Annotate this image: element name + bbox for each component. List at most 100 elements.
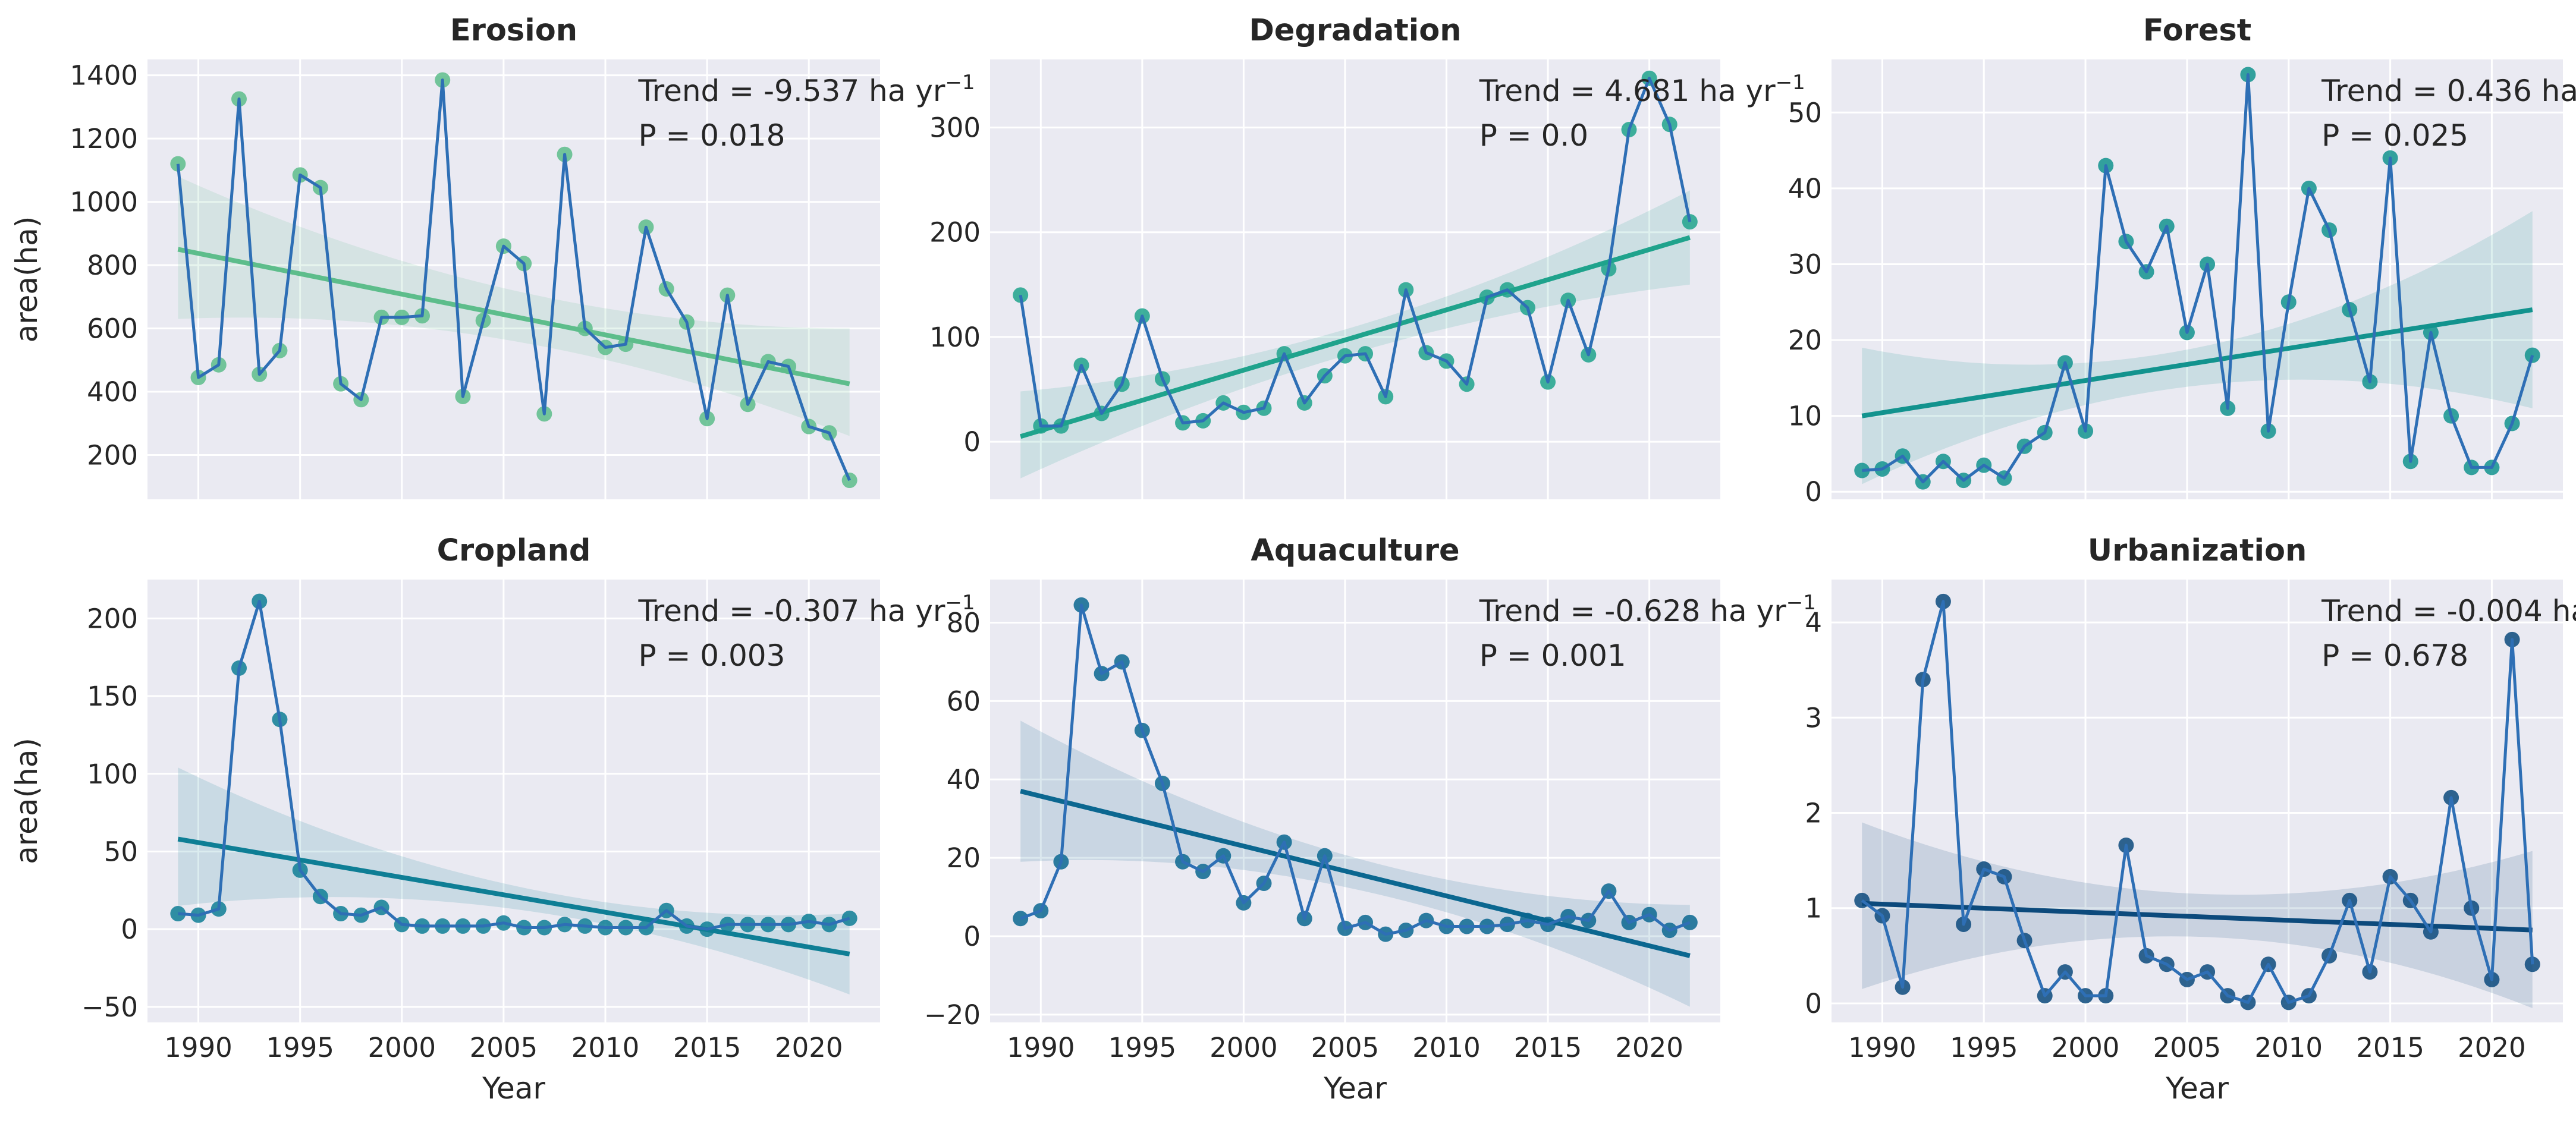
trend-text: Trend = -9.537 ha yr (637, 74, 945, 108)
series-line (1019, 77, 1692, 428)
x-tick-label: 2015 (1514, 1032, 1582, 1063)
panel-title: Aquaculture (1251, 533, 1459, 568)
trend-line (1020, 235, 1691, 439)
x-tick-label: 1995 (1108, 1032, 1177, 1063)
plot-area (147, 59, 880, 499)
y-tick-label: 60 (947, 685, 981, 717)
x-axis-label: Year (1323, 1071, 1387, 1106)
x-tick-label: 1995 (1950, 1032, 2018, 1063)
panel-degradation: 0 100 200 300 Degradation Trend = 4.681 ha yr… (929, 13, 1805, 499)
y-tick-label: 200 (929, 217, 981, 248)
y-tick-label: 100 (87, 758, 138, 790)
panel-urbanization: 0 1 2 3 4 1990 1995 2000 2005 2010 2015 2020 Urbaniz… (1805, 533, 2576, 1106)
y-tick-label: 30 (1788, 248, 1822, 280)
y-tick-label: 1000 (70, 187, 138, 218)
data-point (170, 156, 186, 172)
y-tick-label: 4 (1805, 607, 1822, 638)
x-tick-label: 2015 (673, 1032, 742, 1063)
x-tick-label: 2010 (1412, 1032, 1481, 1063)
panel-erosion: 200 400 600 800 1000 1200 1400 Erosion Trend = -… (10, 13, 975, 499)
panel-aquaculture: −20 0 20 40 60 80 1990 1995 2000 2005 2010 2015 2020… (924, 533, 1816, 1106)
x-tick-label: 2000 (1210, 1032, 1278, 1063)
trend-exponent: −1 (1786, 591, 1816, 615)
plot-area (1832, 59, 2563, 499)
y-tick-label: 200 (87, 439, 138, 471)
y-tick-label: 0 (963, 426, 981, 458)
confidence-band (178, 767, 850, 994)
y-tick-label: 100 (929, 322, 981, 353)
trend-exponent: −1 (945, 591, 975, 615)
p-value: P = 0.0 (1479, 118, 1588, 153)
series-line (1861, 600, 2534, 1004)
x-tick-label: 2020 (775, 1032, 843, 1063)
y-tick-label: 600 (87, 313, 138, 345)
p-value: P = 0.001 (1479, 638, 1626, 673)
y-tick-label: 0 (121, 914, 138, 945)
x-tick-label: 2020 (1615, 1032, 1683, 1063)
p-value: P = 0.018 (638, 118, 785, 153)
series-line (178, 600, 850, 931)
trend-exponent: −1 (1776, 71, 1805, 95)
trend-text: Trend = 0.436 ha yr (2321, 74, 2576, 108)
trend-line (1020, 789, 1691, 958)
panel-title: Erosion (450, 13, 577, 48)
trend-line (177, 836, 850, 956)
data-point (1854, 462, 1870, 479)
trend-exponent: −1 (945, 71, 975, 95)
x-tick-label: 2005 (1311, 1032, 1380, 1063)
x-tick-label: 2015 (2356, 1032, 2424, 1063)
y-tick-label: 800 (87, 250, 138, 281)
series-line (1862, 73, 2534, 484)
x-tick-label: 2005 (2153, 1032, 2222, 1063)
x-axis-label: Year (482, 1071, 545, 1106)
confidence-band (1020, 720, 1690, 1007)
x-tick-label: 1990 (164, 1032, 233, 1063)
y-tick-label: 400 (87, 376, 138, 408)
data-point (1682, 214, 1698, 230)
panel-title: Degradation (1249, 13, 1461, 48)
x-tick-label: 2020 (2458, 1032, 2526, 1063)
trend-text: Trend = -0.004 ha yr (2321, 594, 2576, 628)
y-tick-label: 50 (1788, 97, 1822, 128)
panel-title: Forest (2143, 13, 2251, 48)
trend-annotation: Trend = 4.681 ha yr−1 (1479, 71, 1805, 108)
confidence-band (178, 176, 850, 436)
trend-annotation: Trend = -0.628 ha yr−1 (1479, 591, 1816, 628)
y-tick-label: 1400 (70, 60, 138, 92)
y-tick-label: 1 (1805, 893, 1822, 924)
x-tick-label: 2005 (470, 1032, 538, 1063)
confidence-band (1020, 190, 1690, 479)
confidence-band (1862, 211, 2533, 484)
y-tick-label: 40 (947, 764, 981, 795)
y-tick-label: 0 (1805, 476, 1822, 508)
x-tick-label: 2010 (571, 1032, 640, 1063)
trend-line (1861, 307, 2533, 418)
panel-forest: 0 10 20 30 40 50 Forest Trend = 0.436 ha yr−1 P … (1788, 13, 2576, 508)
trend-annotation: Trend = -9.537 ha yr−1 (637, 71, 975, 108)
data-point (1682, 914, 1698, 930)
panel-title: Urbanization (2088, 533, 2307, 568)
trend-text: Trend = 4.681 ha yr (1479, 74, 1776, 108)
p-value: P = 0.678 (2321, 638, 2468, 673)
trend-annotation: Trend = -0.004 ha yr−1 (2321, 591, 2576, 628)
y-tick-label: 1200 (70, 123, 138, 155)
p-value: P = 0.025 (2321, 118, 2468, 153)
trend-line (1862, 901, 2533, 933)
p-value: P = 0.003 (638, 638, 785, 673)
x-axis-label: Year (2165, 1071, 2229, 1106)
y-tick-label: 150 (87, 681, 138, 712)
data-point (1013, 911, 1029, 927)
x-tick-label: 1990 (1007, 1032, 1075, 1063)
y-tick-label: 50 (104, 836, 138, 867)
y-tick-label: 10 (1788, 401, 1822, 432)
y-tick-label: 0 (1805, 988, 1822, 1019)
x-tick-label: 2000 (368, 1032, 436, 1063)
y-tick-label: 300 (929, 112, 981, 144)
y-tick-label: 20 (947, 842, 981, 874)
plot-area (990, 59, 1720, 499)
y-tick-label: −50 (81, 991, 138, 1023)
plot-area (990, 580, 1720, 1022)
y-tick-label: 0 (963, 921, 981, 952)
x-tick-label: 1995 (266, 1032, 334, 1063)
